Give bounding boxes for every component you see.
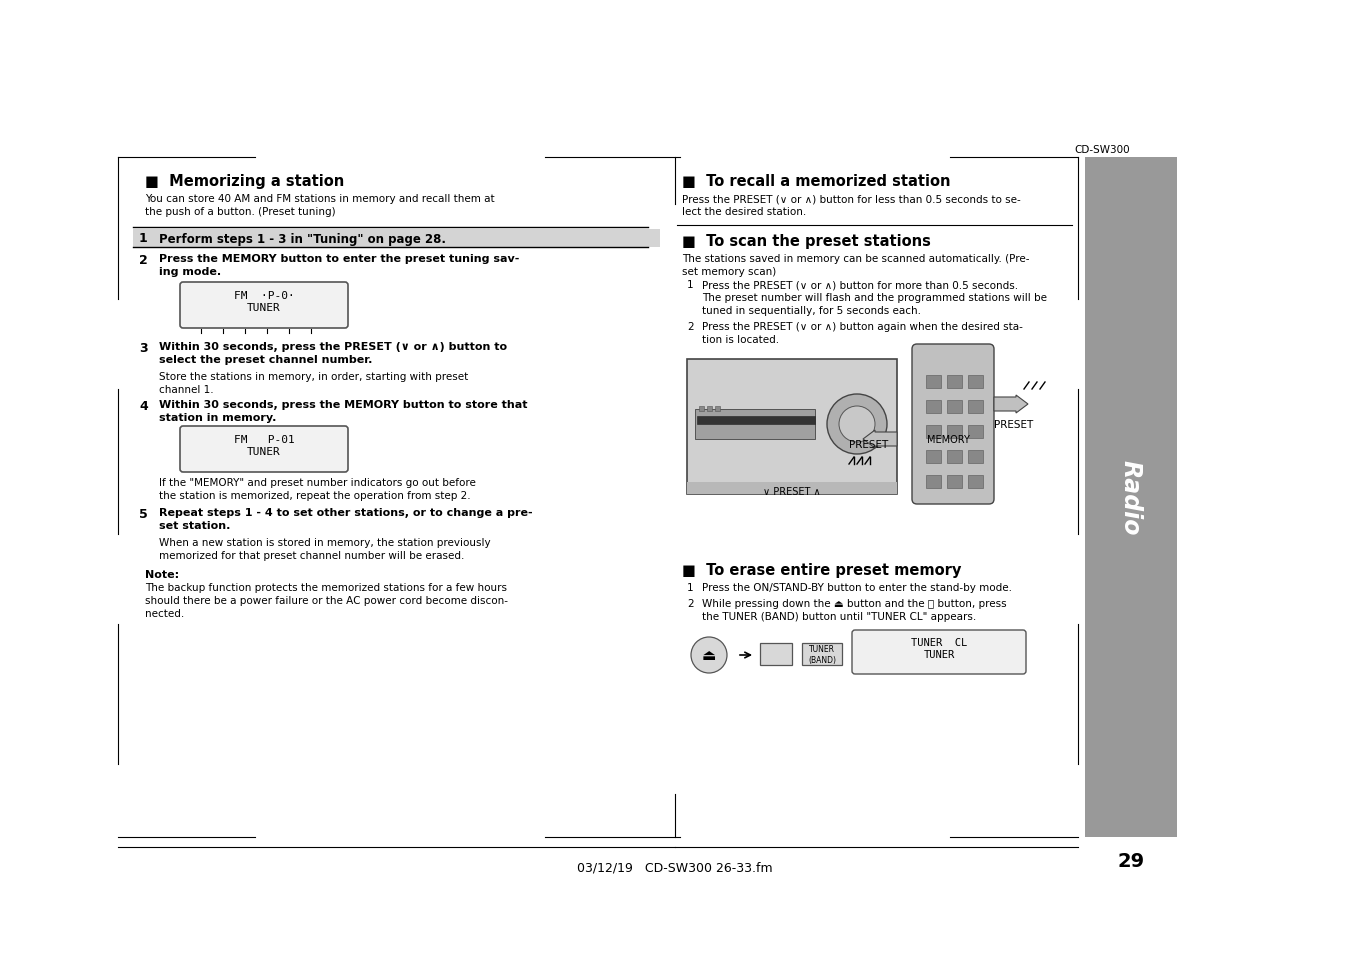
Text: 29: 29	[1117, 852, 1144, 871]
Text: The stations saved in memory can be scanned automatically. (Pre-
set memory scan: The stations saved in memory can be scan…	[682, 253, 1029, 277]
Text: Store the stations in memory, in order, starting with preset
channel 1.: Store the stations in memory, in order, …	[159, 372, 469, 395]
Text: The backup function protects the memorized stations for a few hours
should there: The backup function protects the memoriz…	[145, 582, 508, 618]
FancyArrow shape	[863, 431, 897, 449]
Text: TUNER: TUNER	[247, 447, 281, 456]
Bar	[688, 359, 897, 495]
Bar	[694, 410, 815, 439]
Text: TUNER: TUNER	[247, 303, 281, 313]
Bar	[925, 451, 942, 463]
FancyBboxPatch shape	[180, 283, 349, 329]
Bar	[912, 470, 938, 490]
FancyArrow shape	[994, 395, 1028, 414]
Text: 03/12/19   CD-SW300 26-33.fm: 03/12/19 CD-SW300 26-33.fm	[577, 861, 773, 874]
Bar	[969, 375, 984, 389]
Text: If the "MEMORY" and preset number indicators go out before
the station is memori: If the "MEMORY" and preset number indica…	[159, 477, 476, 500]
Text: PRESET: PRESET	[848, 439, 888, 450]
Text: ■  To erase entire preset memory: ■ To erase entire preset memory	[682, 562, 962, 578]
Circle shape	[827, 395, 888, 455]
Text: 2: 2	[688, 322, 693, 332]
Bar	[969, 426, 984, 438]
Circle shape	[839, 407, 875, 442]
Bar	[707, 407, 712, 412]
FancyBboxPatch shape	[852, 630, 1025, 675]
Bar	[688, 482, 897, 495]
Bar	[947, 451, 962, 463]
Text: 3: 3	[139, 341, 147, 355]
Bar	[925, 400, 942, 414]
Text: TUNER
(BAND): TUNER (BAND)	[808, 644, 836, 664]
FancyBboxPatch shape	[912, 345, 994, 504]
Bar	[969, 451, 984, 463]
Text: ■  To recall a memorized station: ■ To recall a memorized station	[682, 173, 951, 189]
Text: MEMORY: MEMORY	[927, 435, 970, 444]
Bar	[947, 400, 962, 414]
Text: 1: 1	[688, 582, 693, 593]
Bar	[132, 230, 661, 248]
Bar	[947, 375, 962, 389]
Text: TUNER: TUNER	[923, 649, 955, 659]
Bar	[969, 400, 984, 414]
Text: 1: 1	[139, 233, 147, 245]
Text: Press the MEMORY button to enter the preset tuning sav-
ing mode.: Press the MEMORY button to enter the pre…	[159, 253, 519, 277]
Text: Within 30 seconds, press the PRESET (∨ or ∧) button to
select the preset channel: Within 30 seconds, press the PRESET (∨ o…	[159, 341, 507, 365]
Text: 2: 2	[139, 253, 147, 267]
Bar	[969, 476, 984, 489]
Bar	[925, 476, 942, 489]
Bar	[947, 476, 962, 489]
Bar	[950, 470, 975, 490]
Text: PRESET: PRESET	[994, 419, 1034, 430]
Bar	[947, 426, 962, 438]
Text: FM  ·P-0·: FM ·P-0·	[234, 291, 295, 301]
FancyBboxPatch shape	[180, 427, 349, 473]
Text: ■  To scan the preset stations: ■ To scan the preset stations	[682, 233, 931, 249]
Bar	[925, 426, 942, 438]
Text: Perform steps 1 - 3 in "Tuning" on page 28.: Perform steps 1 - 3 in "Tuning" on page …	[159, 233, 446, 245]
Bar	[802, 643, 842, 665]
Text: Press the ON/STAND-BY button to enter the stand-by mode.: Press the ON/STAND-BY button to enter th…	[703, 582, 1012, 593]
Text: CD-SW300: CD-SW300	[1074, 145, 1129, 154]
Text: Repeat steps 1 - 4 to set other stations, or to change a pre-
set station.: Repeat steps 1 - 4 to set other stations…	[159, 507, 532, 531]
Text: ■  Memorizing a station: ■ Memorizing a station	[145, 173, 345, 189]
Bar	[715, 407, 720, 412]
Text: 4: 4	[139, 399, 147, 413]
Text: FM   P-01: FM P-01	[234, 435, 295, 444]
Text: 1: 1	[688, 280, 693, 290]
Text: While pressing down the ⏏ button and the ⏮ button, press
the TUNER (BAND) button: While pressing down the ⏏ button and the…	[703, 598, 1006, 621]
Text: ⏏: ⏏	[701, 648, 716, 662]
Bar	[761, 643, 792, 665]
Text: 2: 2	[688, 598, 693, 608]
Text: Note:: Note:	[145, 569, 180, 579]
Bar	[925, 375, 942, 389]
Text: You can store 40 AM and FM stations in memory and recall them at
the push of a b: You can store 40 AM and FM stations in m…	[145, 193, 494, 217]
Text: Within 30 seconds, press the MEMORY button to store that
station in memory.: Within 30 seconds, press the MEMORY butt…	[159, 399, 527, 423]
Text: Press the PRESET (∨ or ∧) button for less than 0.5 seconds to se-
lect the desir: Press the PRESET (∨ or ∧) button for les…	[682, 193, 1021, 217]
Text: Press the PRESET (∨ or ∧) button for more than 0.5 seconds.
The preset number wi: Press the PRESET (∨ or ∧) button for mor…	[703, 280, 1047, 316]
Text: When a new station is stored in memory, the station previously
memorized for tha: When a new station is stored in memory, …	[159, 537, 490, 560]
Text: ∨ PRESET ∧: ∨ PRESET ∧	[763, 486, 821, 497]
Circle shape	[690, 638, 727, 673]
Bar	[697, 416, 815, 424]
Text: Press the PRESET (∨ or ∧) button again when the desired sta-
tion is located.: Press the PRESET (∨ or ∧) button again w…	[703, 322, 1023, 345]
Text: TUNER  CL: TUNER CL	[911, 638, 967, 647]
Bar	[1085, 158, 1177, 837]
Text: 5: 5	[139, 507, 147, 520]
Bar	[698, 407, 704, 412]
Text: Radio: Radio	[1119, 459, 1143, 536]
